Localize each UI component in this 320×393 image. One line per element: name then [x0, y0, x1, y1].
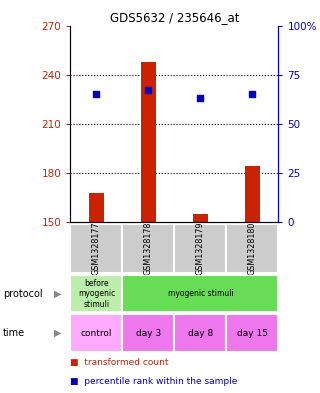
Text: ▶: ▶ — [54, 328, 61, 338]
Bar — [70, 314, 123, 352]
Text: GSM1328177: GSM1328177 — [92, 222, 101, 275]
Text: myogenic stimuli: myogenic stimuli — [168, 289, 233, 298]
Bar — [227, 314, 278, 352]
Text: ■  percentile rank within the sample: ■ percentile rank within the sample — [70, 377, 238, 386]
Bar — [89, 193, 104, 222]
Text: ▶: ▶ — [54, 289, 61, 299]
Text: GSM1328180: GSM1328180 — [248, 222, 257, 275]
Text: control: control — [81, 329, 112, 338]
Text: GSM1328179: GSM1328179 — [196, 222, 205, 275]
Bar — [174, 224, 227, 273]
Text: day 8: day 8 — [188, 329, 213, 338]
Bar — [123, 224, 174, 273]
Title: GDS5632 / 235646_at: GDS5632 / 235646_at — [110, 11, 239, 24]
Bar — [227, 224, 278, 273]
Text: time: time — [3, 328, 25, 338]
Point — [146, 87, 151, 94]
Point — [198, 95, 203, 101]
Bar — [70, 275, 123, 312]
Text: day 15: day 15 — [237, 329, 268, 338]
Point — [94, 91, 99, 97]
Text: before
myogenic
stimuli: before myogenic stimuli — [78, 279, 115, 309]
Text: GSM1328178: GSM1328178 — [144, 222, 153, 275]
Bar — [174, 314, 227, 352]
Bar — [193, 214, 208, 222]
Text: day 3: day 3 — [136, 329, 161, 338]
Bar — [123, 314, 174, 352]
Bar — [244, 166, 260, 222]
Bar — [123, 275, 278, 312]
Text: ■  transformed count: ■ transformed count — [70, 358, 169, 367]
Point — [250, 91, 255, 97]
Bar — [70, 224, 123, 273]
Bar — [140, 62, 156, 222]
Text: protocol: protocol — [3, 289, 43, 299]
